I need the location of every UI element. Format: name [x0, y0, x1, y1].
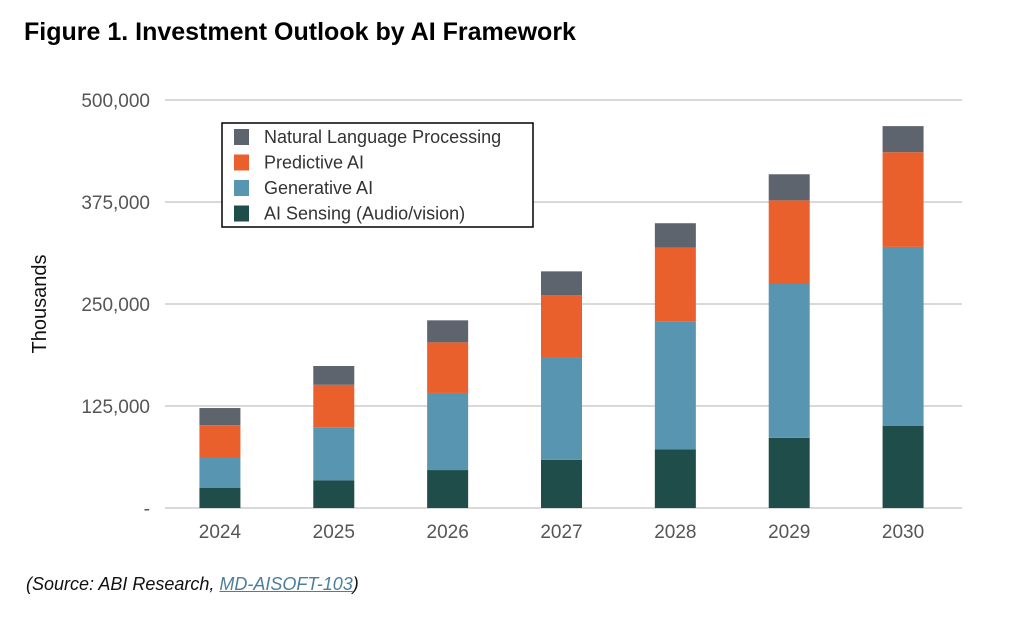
bar-segment-2025 [313, 427, 355, 481]
legend-box [221, 122, 534, 228]
bar-segment-2024 [199, 425, 241, 457]
bar-segment-2030 [882, 246, 924, 426]
bar-segment-2025 [313, 480, 355, 508]
y-tick-label: 250,000 [81, 295, 150, 316]
bar-segment-2029 [768, 284, 810, 438]
bar-segment-2028 [654, 247, 696, 322]
bar-segment-2028 [654, 223, 696, 248]
bar-segment-2026 [427, 320, 469, 343]
source-prefix: (Source: ABI Research, [26, 574, 220, 594]
bar-segment-2027 [541, 459, 582, 508]
bar-segment-2025 [313, 384, 355, 428]
x-tick-label: 2028 [654, 522, 696, 543]
bar-segment-2024 [199, 488, 241, 508]
source-link[interactable]: MD-AISOFT-103 [219, 574, 353, 594]
y-tick-label: 500,000 [81, 91, 150, 112]
legend-swatch [234, 154, 249, 171]
bar-segment-2027 [541, 295, 582, 358]
bar-segment-2027 [541, 357, 582, 460]
bar-segment-2029 [768, 437, 810, 508]
x-tick-label: 2025 [313, 522, 355, 543]
bar-segment-2029 [768, 200, 810, 285]
bar-segment-2028 [654, 449, 696, 508]
y-tick-label: - [144, 499, 150, 520]
legend-label: Generative AI [264, 178, 373, 198]
source-note: (Source: ABI Research, MD-AISOFT-103) [26, 574, 359, 595]
y-tick-label: 375,000 [81, 193, 150, 214]
y-tick-label: 125,000 [81, 397, 150, 418]
bar-segment-2024 [199, 457, 241, 489]
bar-segment-2024 [199, 408, 241, 426]
bar-segment-2026 [427, 342, 469, 393]
legend-swatch [234, 180, 249, 196]
y-axis-label: Thousands [29, 255, 51, 354]
x-tick-label: 2027 [540, 522, 582, 543]
bar-segment-2030 [882, 425, 924, 508]
legend-label: Predictive AI [264, 153, 364, 173]
bar-segment-2025 [313, 366, 355, 385]
x-tick-label: 2030 [882, 522, 924, 543]
source-suffix: ) [352, 574, 359, 594]
x-tick-label: 2026 [427, 522, 469, 543]
bar-segment-2028 [654, 321, 696, 450]
bar-segment-2030 [882, 152, 924, 247]
legend-label: AI Sensing (Audio/vision) [264, 204, 465, 224]
bar-segment-2029 [768, 174, 810, 201]
legend-swatch [234, 205, 249, 222]
chart-title: Figure 1. Investment Outlook by AI Frame… [24, 18, 576, 46]
bar-segment-2030 [882, 126, 924, 153]
x-tick-label: 2029 [768, 522, 810, 543]
x-tick-label: 2024 [199, 522, 242, 543]
legend-swatch [234, 129, 249, 145]
bar-segment-2026 [427, 470, 469, 508]
bar-segment-2027 [541, 271, 582, 296]
bar-segment-2026 [427, 392, 469, 471]
legend-label: Natural Language Processing [264, 127, 501, 147]
